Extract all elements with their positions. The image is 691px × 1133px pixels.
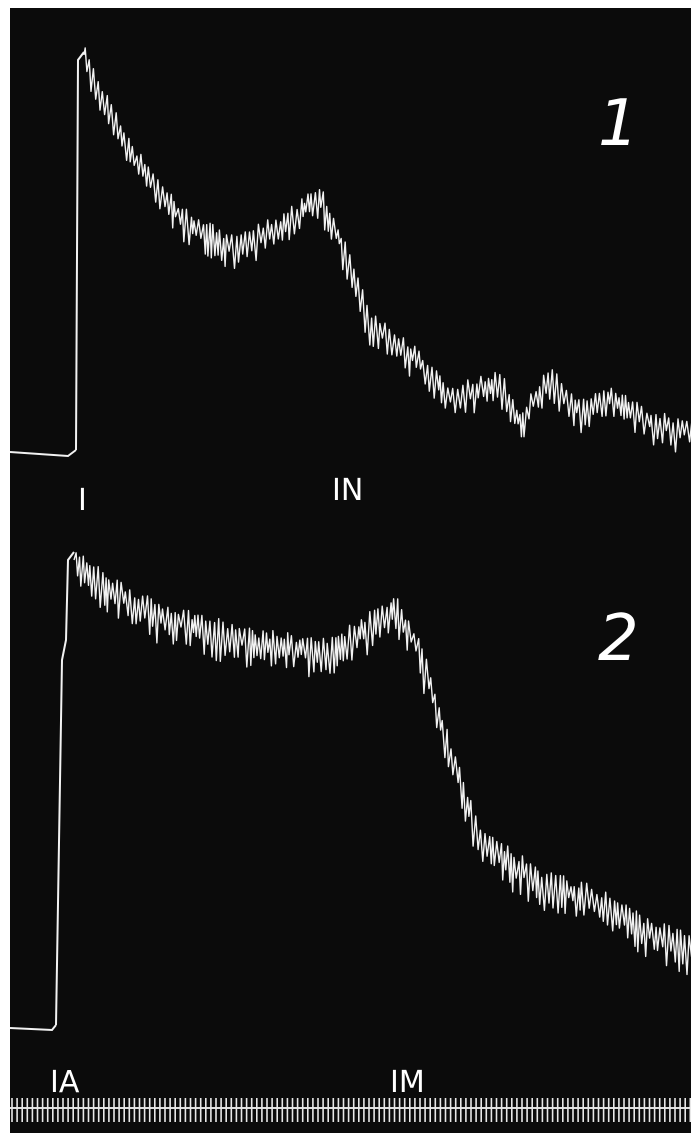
marker-label: IN <box>332 473 363 508</box>
marker-label: IA <box>50 1065 80 1100</box>
panel-number: 1 <box>598 87 639 161</box>
page: 1 2 I IN IA IM (() => { const data = JSO… <box>0 0 691 1133</box>
marker-label: I <box>78 483 87 518</box>
film <box>10 8 691 1133</box>
marker-label: IM <box>390 1065 425 1100</box>
oscillogram: 1 2 I IN IA IM <box>0 0 691 1133</box>
panel-number: 2 <box>598 602 639 676</box>
